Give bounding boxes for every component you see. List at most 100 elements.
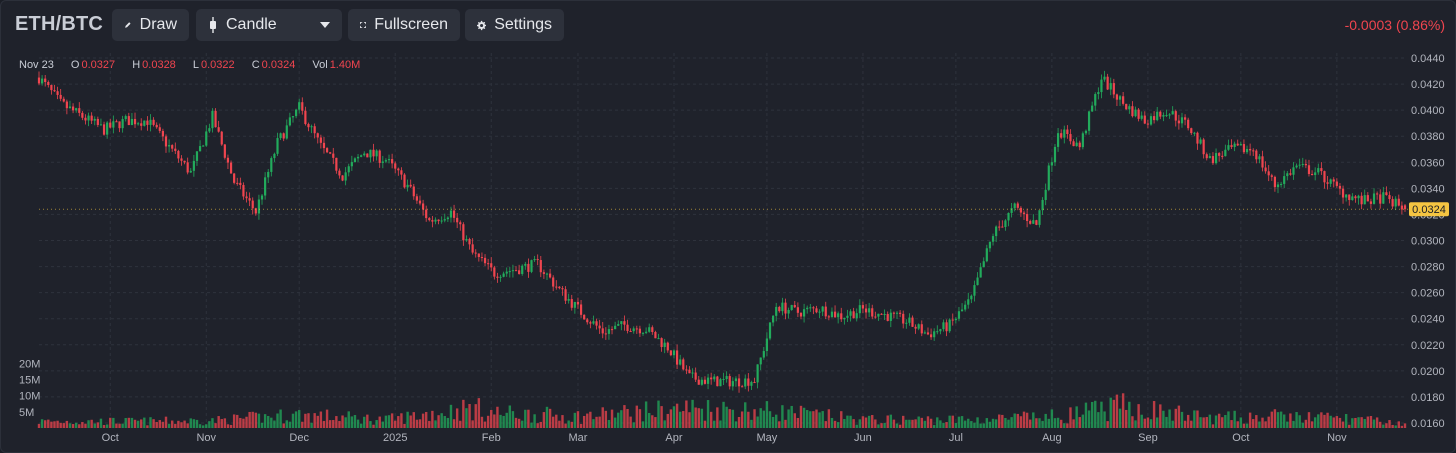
candle-body: [1369, 201, 1373, 204]
candle-body: [1143, 115, 1146, 124]
volume-bar: [1354, 417, 1357, 428]
candle-body: [957, 311, 961, 319]
volume-bar: [1199, 417, 1202, 428]
candle-body: [775, 306, 778, 316]
volume-bar: [1344, 414, 1348, 428]
volume-bar: [902, 415, 905, 428]
candle-body: [1047, 165, 1050, 190]
candle-body: [682, 359, 685, 370]
volume-bar: [936, 417, 939, 428]
candle-body: [1022, 212, 1026, 215]
price-axis[interactable]: 0.0440 0.0420 0.0400 0.0380 0.0360 0.0340 0.03…: [1411, 53, 1445, 430]
volume-bar: [759, 408, 762, 428]
chart-type-select[interactable]: Candle: [196, 9, 342, 41]
volume-bar: [96, 422, 100, 428]
volume-bar: [421, 413, 425, 428]
candle-body: [44, 78, 47, 83]
fullscreen-button[interactable]: Fullscreen: [348, 9, 460, 41]
volume-bar: [53, 421, 56, 428]
volume-bar: [858, 419, 862, 428]
volume-bar: [1047, 418, 1050, 428]
volume-bar: [1292, 420, 1295, 428]
time-axis[interactable]: Oct Nov Dec 2025 Feb Mar Apr May Jun Jul Aug Sep Oct…: [102, 432, 1347, 444]
candle-body: [282, 133, 285, 139]
candle-body: [824, 306, 827, 317]
candle-body: [864, 308, 868, 313]
volume-bar: [586, 413, 589, 428]
volume-bar: [267, 416, 270, 428]
candle-body: [1149, 116, 1153, 125]
volume-bar: [62, 423, 65, 428]
volume-bar: [167, 423, 171, 428]
candle-body: [889, 312, 892, 321]
volume-bar: [877, 424, 880, 428]
volume-bar: [737, 417, 741, 428]
candle-body: [1249, 148, 1252, 151]
volume-bar: [781, 405, 784, 428]
candle-body: [1035, 220, 1038, 225]
candle-body: [852, 311, 855, 319]
candle-body: [967, 299, 970, 305]
volume-bar: [725, 406, 728, 428]
candle-body: [762, 351, 765, 358]
volume-bar: [118, 423, 121, 428]
volume-bar: [1032, 412, 1035, 428]
candle-body: [874, 316, 877, 318]
volume-bar: [133, 419, 137, 428]
candle-body: [53, 90, 56, 92]
volume-bar: [211, 418, 214, 428]
settings-button[interactable]: Settings: [465, 9, 564, 41]
candle-body: [183, 160, 186, 163]
candle-body: [1007, 212, 1010, 221]
candle-body: [818, 311, 821, 313]
volume-bar: [1366, 416, 1370, 428]
candle-body: [533, 259, 536, 261]
volume-bar: [1270, 411, 1274, 428]
volume-bar: [1193, 410, 1196, 428]
volume-bar: [948, 415, 951, 428]
candle-body: [669, 350, 672, 356]
volume-bar: [353, 415, 357, 428]
draw-button[interactable]: Draw: [112, 9, 189, 41]
candle-body: [270, 158, 273, 172]
candle-body: [920, 324, 923, 334]
candle-body: [360, 155, 363, 157]
volume-bar: [449, 404, 453, 428]
candle-body: [632, 328, 635, 332]
volume-bar: [1140, 414, 1143, 428]
volume-bar: [1196, 410, 1199, 428]
volume-bar: [898, 424, 902, 428]
candle-body: [1091, 105, 1094, 112]
candle-body: [1038, 210, 1041, 225]
candle-body: [233, 173, 236, 183]
volume-tick-label: 15M: [19, 374, 40, 386]
candle-body: [1187, 119, 1190, 129]
x-tick-label: Jul: [949, 432, 963, 444]
volume-bar: [263, 414, 267, 428]
volume-bar: [970, 421, 973, 428]
volume-bar: [127, 417, 131, 428]
candle-body: [316, 133, 319, 138]
candle-body: [164, 136, 168, 147]
volume-bar: [561, 415, 564, 428]
candle-body: [926, 332, 930, 335]
candle-body: [118, 121, 121, 129]
volume-bar: [985, 418, 989, 428]
candle-body: [641, 332, 645, 334]
candle-body: [948, 319, 951, 332]
candle-body: [409, 184, 412, 187]
volume-bar: [830, 417, 834, 428]
volume-bar: [1357, 417, 1360, 428]
candle-body: [81, 112, 84, 118]
candle-body: [604, 333, 607, 335]
candle-body: [391, 159, 394, 164]
volume-bar: [1391, 424, 1394, 428]
volume-bar: [502, 415, 505, 428]
legend-close-label: C: [251, 59, 260, 71]
volume-bar: [722, 401, 725, 428]
volume-bar: [635, 405, 639, 428]
candle-body: [338, 170, 341, 176]
volume-bar: [1242, 423, 1246, 428]
volume-bar: [74, 422, 78, 428]
